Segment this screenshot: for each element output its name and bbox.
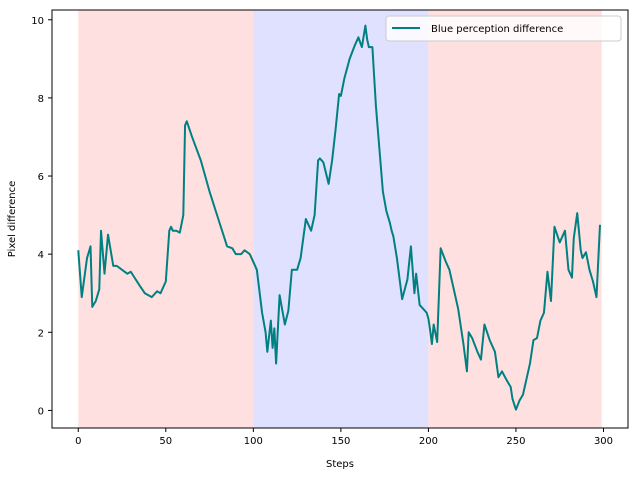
x-tick-label: 0 (75, 436, 81, 447)
x-tick-label: 50 (159, 436, 172, 447)
x-axis-ticks: 0 50 100 150 200 250 300 (75, 428, 613, 447)
y-axis-ticks: 0 2 4 6 8 10 (31, 16, 52, 417)
x-tick-label: 300 (594, 436, 613, 447)
shaded-region-0 (78, 10, 254, 428)
x-tick-label: 250 (506, 436, 525, 447)
x-tick-label: 200 (419, 436, 438, 447)
legend: Blue perception difference (385, 15, 622, 42)
y-tick-label: 2 (38, 328, 44, 339)
y-axis-label: Pixel difference (7, 181, 18, 258)
legend-label: Blue perception difference (431, 24, 563, 35)
shaded-regions (78, 10, 602, 428)
y-tick-label: 6 (38, 172, 44, 183)
y-tick-label: 4 (38, 250, 44, 261)
plot-frame (51, 9, 629, 429)
series-line-0 (77, 24, 601, 411)
shaded-region-1 (253, 10, 429, 428)
x-tick-label: 100 (244, 436, 263, 447)
legend-box (385, 15, 622, 42)
y-tick-label: 8 (38, 94, 44, 105)
x-tick-label: 150 (331, 436, 350, 447)
series-line-group (77, 24, 601, 411)
shaded-region-2 (428, 10, 602, 428)
y-tick-label: 0 (38, 406, 44, 417)
y-tick-label: 10 (31, 16, 44, 27)
x-axis-label: Steps (326, 459, 354, 470)
